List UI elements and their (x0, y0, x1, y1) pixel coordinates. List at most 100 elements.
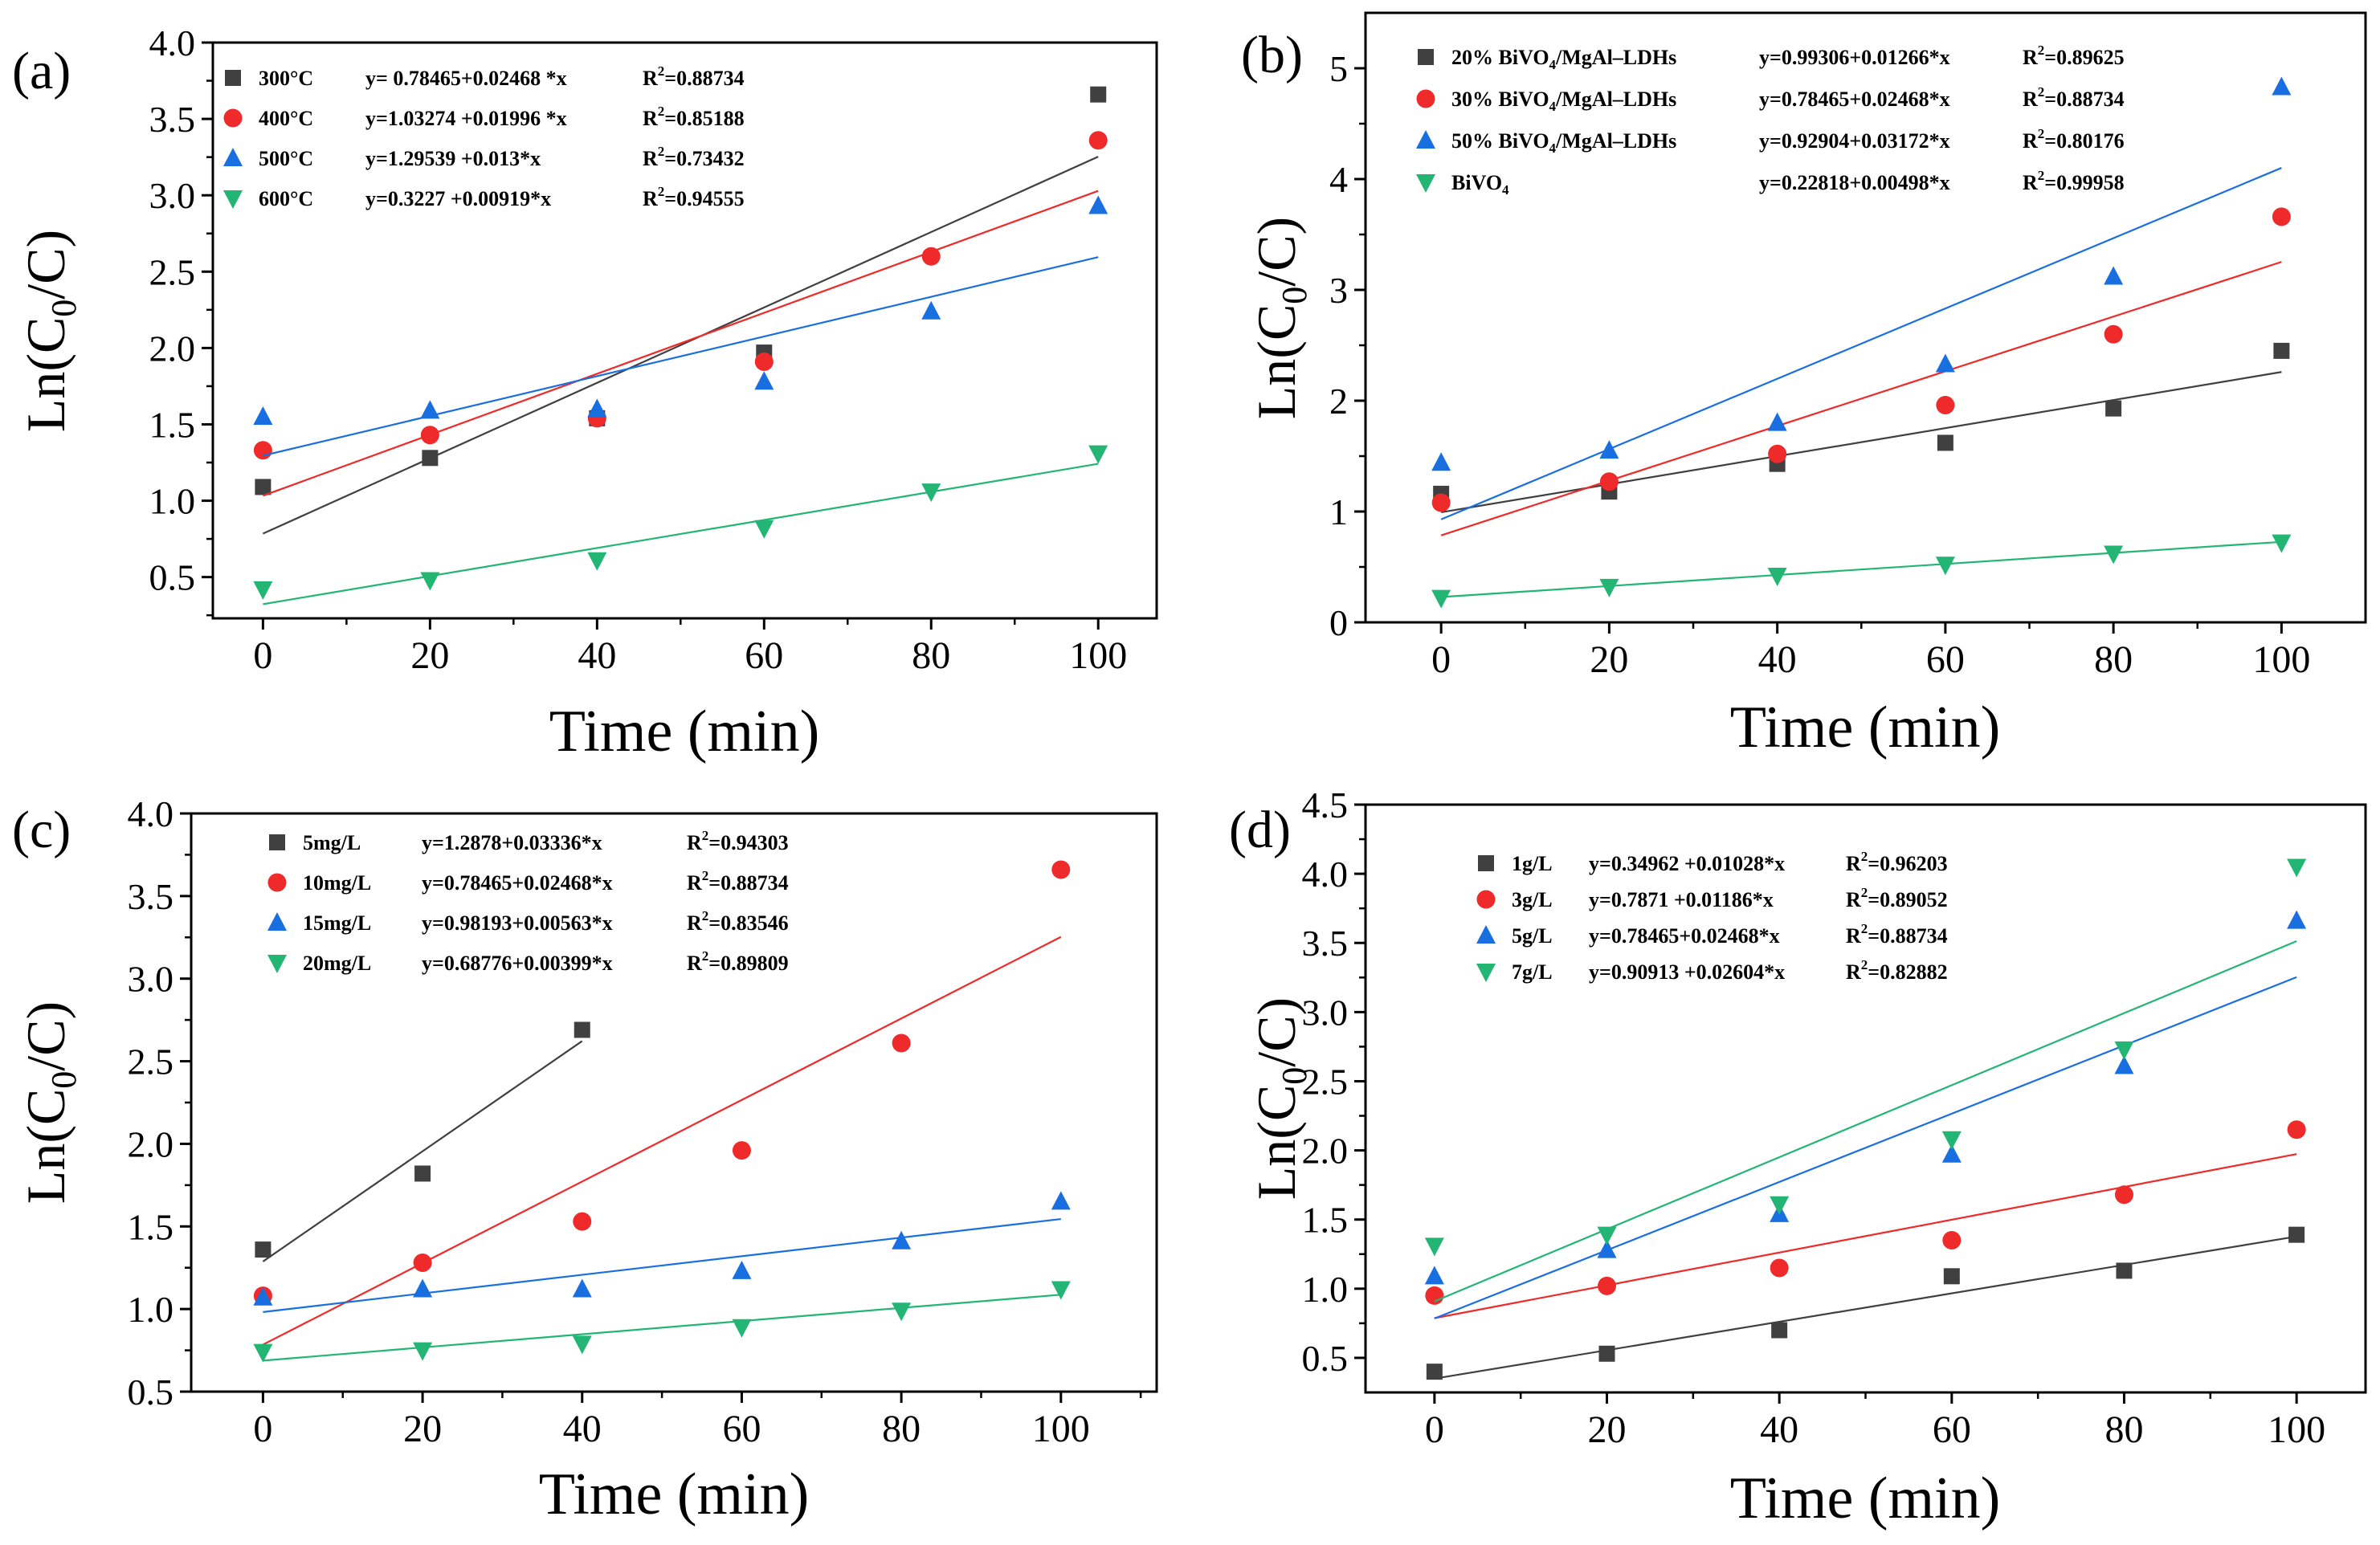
r-squared-superscript: 2 (2038, 126, 2045, 141)
data-point (1597, 1226, 1617, 1245)
y-axis-label: Ln(C0/C) (15, 230, 84, 432)
legend-equation: y=0.92904+0.03172*x (1759, 129, 1950, 153)
legend-entry: 5mg/L y=1.2878+0.03336*x R2=0.94303 (269, 828, 789, 854)
legend-name-main: 50% BiVO (1451, 129, 1549, 153)
y-axis-label-main: Ln(C (1246, 1085, 1307, 1201)
legend-r-squared: R2=0.94303 (687, 828, 789, 854)
data-point (921, 247, 941, 266)
fit-line (1434, 1153, 2297, 1319)
y-tick-label: 3 (1329, 270, 1348, 311)
legend-series-name: 1g/L (1512, 852, 1553, 875)
data-point (1598, 1345, 1615, 1362)
x-tick-label: 60 (1926, 638, 1965, 681)
legend-r-squared: R2=0.94555 (643, 184, 745, 210)
fit-line (263, 256, 1099, 457)
legend-equation: y=0.78465+0.02468*x (1759, 88, 1950, 111)
data-point (1943, 1268, 1960, 1285)
series-3 (253, 195, 1108, 457)
legend-series-name: 3g/L (1512, 888, 1553, 911)
y-tick-label: 1.5 (128, 1206, 174, 1247)
panel-label: (d) (1229, 801, 1291, 859)
r-squared-symbol: R (2023, 129, 2038, 153)
legend-name-subscript: 4 (1549, 57, 1557, 72)
legend-name-main: 3g/L (1512, 888, 1553, 911)
data-point (1768, 444, 1787, 463)
fit-line (1440, 261, 2282, 536)
legend-marker (223, 190, 243, 209)
legend-series-name: 600°C (259, 187, 313, 210)
data-point (2273, 342, 2290, 359)
r-squared-superscript: 2 (702, 908, 709, 923)
data-point (2116, 1262, 2133, 1279)
series-2 (253, 131, 1108, 497)
legend-entry: 20mg/L y=0.68776+0.00399*x R2=0.89809 (267, 948, 789, 975)
series-4 (253, 1281, 1071, 1363)
legend-entry: 300°C y= 0.78465+0.02468 *x R2=0.88734 (225, 63, 745, 90)
legend-name-main: 10mg/L (303, 871, 371, 895)
fit-line (1434, 940, 2297, 1302)
x-axis-label: Time (min) (1730, 695, 2000, 760)
data-point (420, 572, 440, 591)
legend-equation: y=0.34962 +0.01028*x (1589, 852, 1785, 875)
legend-marker (1478, 855, 1494, 871)
r-squared-value: =0.85188 (664, 107, 744, 130)
legend-name-main: 20mg/L (303, 952, 371, 975)
data-point (420, 400, 440, 419)
data-point (732, 1319, 752, 1338)
legend-r-squared: R2=0.73432 (643, 144, 745, 170)
data-point (1599, 440, 1619, 459)
y-tick-label: 4.0 (149, 22, 196, 63)
x-tick-label: 80 (912, 634, 950, 677)
r-squared-symbol: R (643, 107, 658, 130)
y-axis-label-main: Ln(C (1246, 304, 1307, 420)
data-point (253, 441, 272, 460)
legend-equation: y=0.7871 +0.01186*x (1589, 888, 1774, 911)
data-point (1767, 412, 1787, 431)
r-squared-symbol: R (1846, 960, 1861, 984)
series-2 (253, 860, 1071, 1346)
legend-equation: y=0.78465+0.02468*x (1589, 924, 1780, 948)
y-tick-label: 1.5 (1302, 1200, 1349, 1241)
series-2 (1431, 207, 2291, 536)
y-axis-label: Ln(C0/C) (15, 1001, 84, 1204)
data-point (253, 406, 273, 425)
data-point (2287, 858, 2307, 878)
fit-line (263, 190, 1099, 497)
data-point (754, 520, 774, 539)
y-axis-label-main: Ln(C (15, 317, 76, 433)
y-axis-label-subscript: 0 (1275, 287, 1314, 304)
y-tick-label: 1.5 (149, 404, 196, 445)
y-tick-label: 2.5 (1302, 1061, 1349, 1102)
legend-name-main: 600°C (259, 187, 313, 210)
r-squared-symbol: R (1846, 924, 1861, 948)
y-tick-label: 0.5 (128, 1372, 174, 1413)
data-point (255, 1241, 271, 1258)
legend-equation: y=0.68776+0.00399*x (422, 952, 613, 975)
legend-equation: y=1.29539 +0.013*x (365, 147, 541, 170)
data-point (1088, 195, 1108, 214)
data-point (754, 352, 774, 371)
data-point (1426, 1364, 1443, 1380)
x-axis-label: Time (min) (1730, 1466, 2000, 1531)
x-tick-label: 40 (578, 634, 616, 677)
data-point (1770, 1258, 1789, 1278)
y-axis-label-subscript: 0 (1275, 1067, 1314, 1085)
y-tick-label: 2 (1329, 381, 1348, 422)
data-point (1770, 1196, 1790, 1215)
legend-name-main: 300°C (259, 67, 313, 90)
legend-name-tail: /MgAl–LDHs (1555, 46, 1676, 69)
legend-equation: y= 0.78465+0.02468 *x (365, 67, 567, 90)
panel-label: (b) (1241, 26, 1303, 84)
data-point (2104, 324, 2123, 344)
data-point (253, 1286, 273, 1306)
legend-marker (1476, 964, 1496, 982)
legend-name-main: 30% BiVO (1451, 88, 1549, 111)
r-squared-symbol: R (1846, 852, 1861, 875)
data-point (1598, 1276, 1617, 1295)
data-point (2272, 76, 2292, 96)
series-1 (1426, 1226, 2305, 1380)
legend-name-main: 500°C (259, 147, 313, 170)
x-tick-label: 0 (253, 1408, 272, 1450)
data-point (1941, 1131, 1962, 1150)
